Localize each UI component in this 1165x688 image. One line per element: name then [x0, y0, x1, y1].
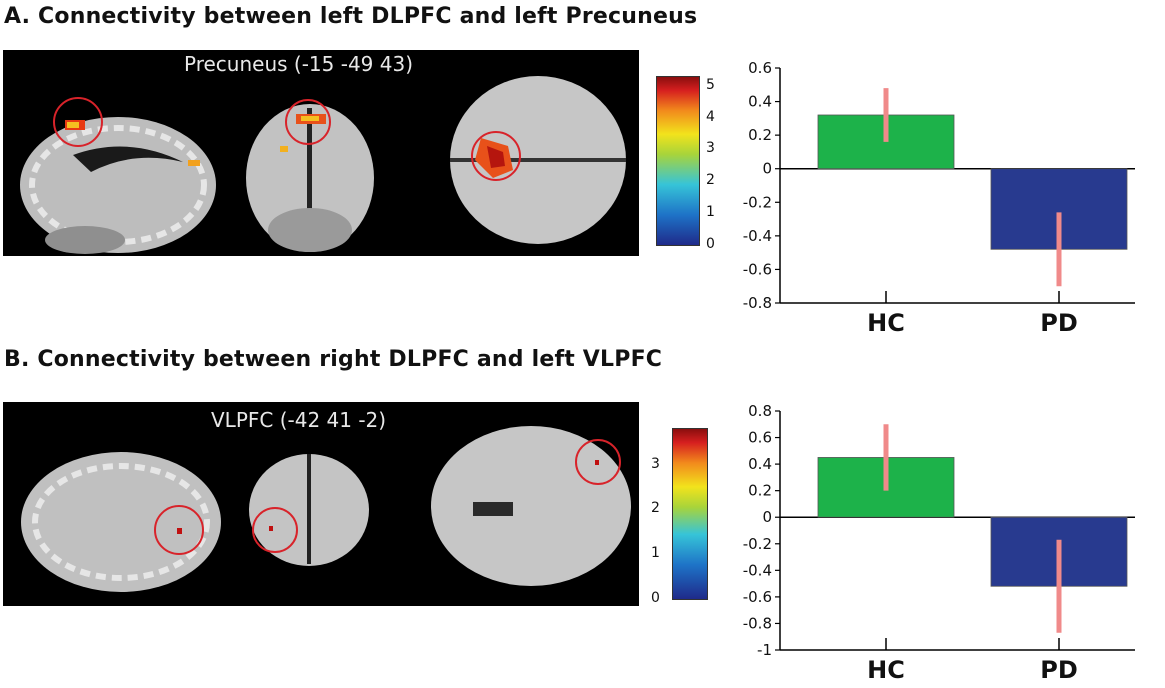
y-tick-label: 0.4 [748, 93, 772, 111]
panel-b-brain-slices [21, 426, 631, 592]
y-tick-label: -0.4 [743, 561, 772, 579]
x-tick-label: PD [1040, 656, 1078, 684]
axial-slice-a [450, 76, 626, 244]
y-tick-label: -0.6 [743, 260, 772, 278]
colorbar-tick: 1 [706, 204, 715, 220]
panel-b-brain-images: VLPFC (-42 41 -2) [3, 402, 639, 606]
colorbar-tick: 3 [651, 456, 660, 472]
y-tick-label: -0.8 [743, 614, 772, 632]
panel-b-roi-label: VLPFC (-42 41 -2) [211, 408, 387, 432]
y-tick-label: -0.4 [743, 227, 772, 245]
colorbar-tick: 0 [706, 236, 715, 252]
panel-a-brain-slices [20, 76, 626, 254]
colorbar-tick: 1 [651, 545, 660, 561]
colorbar-tick: 0 [651, 590, 660, 606]
y-tick-label: 0 [762, 160, 772, 178]
x-tick-label: HC [867, 309, 905, 337]
y-tick-label: 0 [762, 508, 772, 526]
colorbar-tick: 2 [706, 172, 715, 188]
colorbar-tick: 3 [706, 140, 715, 156]
y-tick-label: 0.2 [748, 482, 772, 500]
panel-b-title: B. Connectivity between right DLPFC and … [4, 347, 663, 372]
panel-a-bar-chart: -0.8 -0.6 -0.4 -0.2 0 0.2 0.4 0.6 HC PD [743, 59, 1135, 337]
y-tick-label: 0.8 [748, 402, 772, 420]
panel-a-colorbar [656, 76, 700, 246]
panel-a-brain-images: Precuneus (-15 -49 43) [3, 50, 639, 256]
panel-a-roi-label: Precuneus (-15 -49 43) [184, 52, 414, 76]
x-tick-label: PD [1040, 309, 1078, 337]
y-tick-label: -0.2 [743, 535, 772, 553]
colorbar-tick: 2 [651, 500, 660, 516]
sagittal-slice-b [21, 452, 221, 592]
panel-a-title: A. Connectivity between left DLPFC and l… [4, 4, 698, 29]
x-tick-label: HC [867, 656, 905, 684]
y-tick-label: 0.6 [748, 59, 772, 77]
y-tick-label: -0.8 [743, 294, 772, 312]
y-tick-label: 0.4 [748, 455, 772, 473]
y-tick-label: 0.6 [748, 429, 772, 447]
axial-slice-b [431, 426, 631, 586]
colorbar-tick: 4 [706, 109, 715, 125]
sagittal-slice-a [20, 97, 216, 254]
panel-b-colorbar [672, 428, 708, 600]
panel-b-bar-chart: -1 -0.8 -0.6 -0.4 -0.2 0 0.2 0.4 0.6 0.8 HC PD [743, 402, 1135, 684]
y-tick-label: 0.2 [748, 126, 772, 144]
y-tick-label: -1 [757, 641, 772, 659]
y-tick-label: -0.6 [743, 588, 772, 606]
coronal-slice-b [249, 454, 369, 566]
coronal-slice-a [246, 99, 374, 252]
y-tick-label: -0.2 [743, 193, 772, 211]
colorbar-tick: 5 [706, 77, 715, 93]
